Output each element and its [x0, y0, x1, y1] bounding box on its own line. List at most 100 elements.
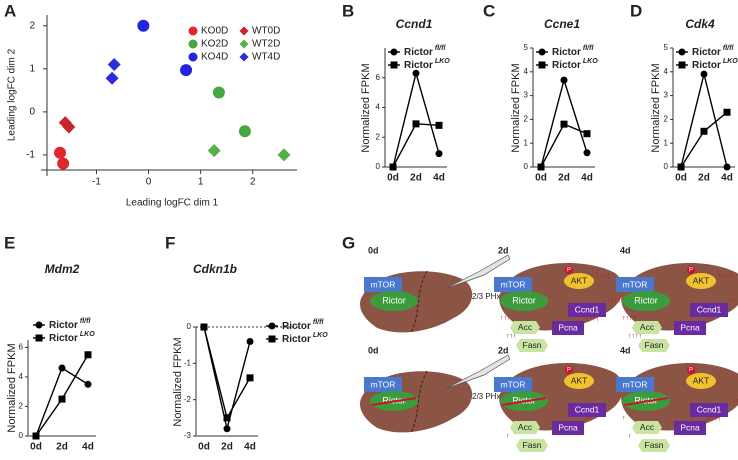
- marker: [223, 425, 231, 433]
- y-tick-label: -2: [184, 395, 192, 404]
- fasn-node: [516, 439, 548, 452]
- y-tick-label: 1: [524, 138, 529, 147]
- akt-node: [564, 373, 594, 389]
- legend-name: Rictor: [404, 60, 433, 71]
- fasn-label: Fasn: [523, 440, 542, 450]
- acc-label: Acc: [518, 322, 533, 332]
- x-tick-label: 4d: [82, 442, 94, 453]
- marker: [537, 163, 545, 171]
- acc-label: Acc: [640, 422, 655, 432]
- legend-label: KO4D: [201, 52, 228, 63]
- ccnd1-node: [568, 403, 606, 417]
- fasn-label: Fasn: [645, 440, 664, 450]
- marker: [583, 130, 591, 138]
- marker: [268, 322, 276, 330]
- y-tick-label: 1: [29, 63, 35, 74]
- legend-superscript: fl/fl: [80, 318, 92, 325]
- mtor-label: mTOR: [623, 379, 648, 389]
- rictor-label: Rictor: [512, 395, 536, 405]
- legend-name: Rictor: [692, 47, 721, 58]
- stage-time: 4d: [620, 345, 631, 355]
- phx-label: 2/3 PHx: [472, 292, 500, 301]
- y-axis-label: Normalized FPKM: [172, 337, 184, 426]
- acc-arrows: ↑↑↑↑: [622, 315, 636, 322]
- phospho-dot: [687, 266, 695, 274]
- chart-title: Cdkn1b: [193, 262, 237, 276]
- ccnd1-label: Ccnd1: [575, 304, 600, 314]
- series-line: [540, 123, 588, 168]
- chart-title: Mdm2: [45, 262, 80, 276]
- rictor-deletion: [623, 397, 669, 406]
- marker: [560, 120, 568, 128]
- marker: [268, 335, 276, 343]
- acc-node: [510, 421, 540, 434]
- y-axis-label: Normalized FPKM: [360, 63, 372, 152]
- marker: [239, 52, 249, 62]
- legend-superscript: LKO: [723, 58, 738, 65]
- mtor-label: mTOR: [623, 279, 648, 289]
- y-tick-label: -1: [184, 358, 192, 367]
- x-tick-label: 2d: [558, 173, 570, 184]
- legend-label: Rictor fl/fl: [49, 318, 91, 331]
- stage-time: 4d: [620, 245, 631, 255]
- panel-letter: A: [4, 1, 16, 20]
- chart-title: Cdk4: [685, 17, 715, 31]
- legend-label: Rictor LKO: [404, 58, 450, 71]
- legend-label: Rictor fl/fl: [552, 45, 594, 58]
- marker: [412, 69, 420, 77]
- y-tick-label: 0: [19, 431, 24, 440]
- x-tick-label: 0d: [30, 442, 42, 453]
- marker: [57, 157, 70, 170]
- y-tick-label: 4: [524, 67, 529, 76]
- chart-title: Ccne1: [544, 17, 580, 31]
- y-axis-label: Leading logFC dim 2: [7, 48, 18, 141]
- mtor-label: mTOR: [501, 379, 526, 389]
- chart-title: Ccnd1: [396, 17, 433, 31]
- marker: [188, 26, 198, 36]
- ccnd1-arrows: ↑↑: [607, 398, 614, 405]
- panel-letter: F: [165, 233, 175, 252]
- ccnd1-node: [568, 303, 606, 317]
- rictor-ellipse: [370, 291, 418, 311]
- x-tick-label: 4d: [244, 442, 256, 453]
- y-tick-label: 3: [524, 91, 529, 100]
- marker: [223, 414, 231, 422]
- marker: [246, 374, 254, 382]
- marker: [84, 351, 92, 359]
- legend-label: Rictor LKO: [692, 58, 738, 71]
- marker: [207, 144, 221, 158]
- pcna-label: Pcna: [558, 422, 578, 432]
- marker: [84, 380, 92, 388]
- fasn-node: [516, 339, 548, 352]
- x-tick-label: 0d: [675, 173, 687, 184]
- marker: [200, 323, 208, 331]
- ccnd1-node: [690, 303, 728, 317]
- panel-letter: D: [630, 1, 642, 20]
- phospho-dot: [687, 366, 695, 374]
- akt-arrows: ↑: [596, 373, 600, 380]
- axis-line: [41, 15, 297, 176]
- x-tick-label: 2d: [56, 442, 68, 453]
- mtor-label: mTOR: [371, 279, 396, 289]
- legend-superscript: fl/fl: [723, 45, 735, 52]
- marker: [277, 148, 291, 162]
- phospho-label: P: [689, 268, 693, 274]
- mtor-box: [494, 377, 532, 392]
- mtor-box: [364, 377, 402, 392]
- legend-label: Rictor LKO: [49, 331, 95, 344]
- marker: [412, 120, 420, 128]
- series-line: [203, 326, 251, 429]
- y-tick-label: 4: [664, 67, 669, 76]
- legend-label: Rictor LKO: [552, 58, 598, 71]
- akt-arrows: ↑↑↑↑: [596, 273, 610, 280]
- pcna-label: Pcna: [680, 322, 700, 332]
- rictor-deletion: [501, 397, 547, 406]
- marker: [435, 150, 443, 158]
- ccnd1-label: Ccnd1: [697, 304, 722, 314]
- ccnd1-label: Ccnd1: [575, 404, 600, 414]
- marker: [62, 120, 76, 134]
- phospho-label: P: [567, 368, 571, 374]
- y-tick-label: 5: [664, 43, 669, 52]
- panel-letter: C: [483, 1, 495, 20]
